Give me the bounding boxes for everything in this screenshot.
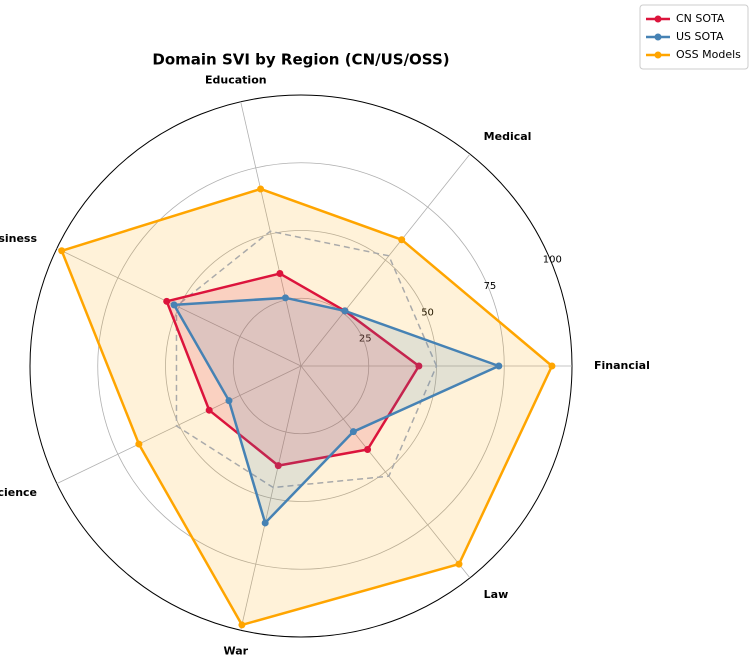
- data-point: [398, 236, 406, 244]
- series-area: [172, 296, 501, 525]
- legend-label: OSS Models: [676, 48, 741, 61]
- data-point: [349, 428, 357, 436]
- category-label: Financial: [594, 359, 650, 372]
- spoke: [240, 365, 302, 631]
- legend-label: US SOTA: [676, 30, 724, 43]
- data-point: [281, 294, 289, 302]
- data-point: [341, 307, 349, 315]
- data-point: [548, 362, 556, 370]
- data-point: [364, 445, 372, 453]
- data-point: [135, 440, 143, 448]
- chart-title: Domain SVI by Region (CN/US/OSS): [152, 51, 449, 69]
- legend-box: [639, 4, 749, 70]
- data-point: [170, 301, 178, 309]
- r-tick-label: 50: [421, 307, 434, 318]
- legend-marker: [654, 51, 662, 59]
- r-tick-label: 75: [484, 281, 497, 292]
- series-area: [165, 272, 421, 467]
- category-label: Education: [205, 73, 267, 86]
- category-label: Medical: [484, 130, 532, 143]
- data-point: [257, 185, 265, 193]
- category-label: Science: [0, 486, 37, 499]
- data-point: [163, 297, 171, 305]
- spoke: [300, 153, 471, 367]
- legend: CN SOTA US SOTA OSS Models: [639, 4, 749, 70]
- data-point: [205, 406, 213, 414]
- reference-line: [175, 230, 438, 489]
- spoke: [56, 248, 302, 367]
- data-point: [276, 270, 284, 278]
- data-point: [261, 519, 269, 527]
- spoke: [240, 101, 302, 367]
- spoke: [56, 365, 302, 484]
- r-tick-label: 100: [543, 254, 562, 265]
- data-point: [495, 362, 503, 370]
- data-point: [415, 362, 423, 370]
- legend-label: CN SOTA: [676, 12, 725, 25]
- r-tick-label: 25: [359, 334, 372, 345]
- legend-marker: [654, 33, 662, 41]
- data-point: [274, 462, 282, 470]
- spoke: [300, 365, 471, 579]
- category-label: War: [224, 645, 249, 658]
- legend-marker: [654, 15, 662, 23]
- category-label: Business: [0, 232, 37, 245]
- data-point: [58, 247, 66, 255]
- category-label: Law: [484, 588, 509, 601]
- data-point: [238, 621, 246, 629]
- data-point: [225, 397, 233, 405]
- data-point: [455, 560, 463, 568]
